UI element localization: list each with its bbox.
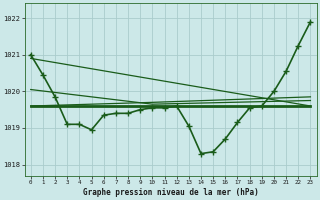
X-axis label: Graphe pression niveau de la mer (hPa): Graphe pression niveau de la mer (hPa): [83, 188, 259, 197]
